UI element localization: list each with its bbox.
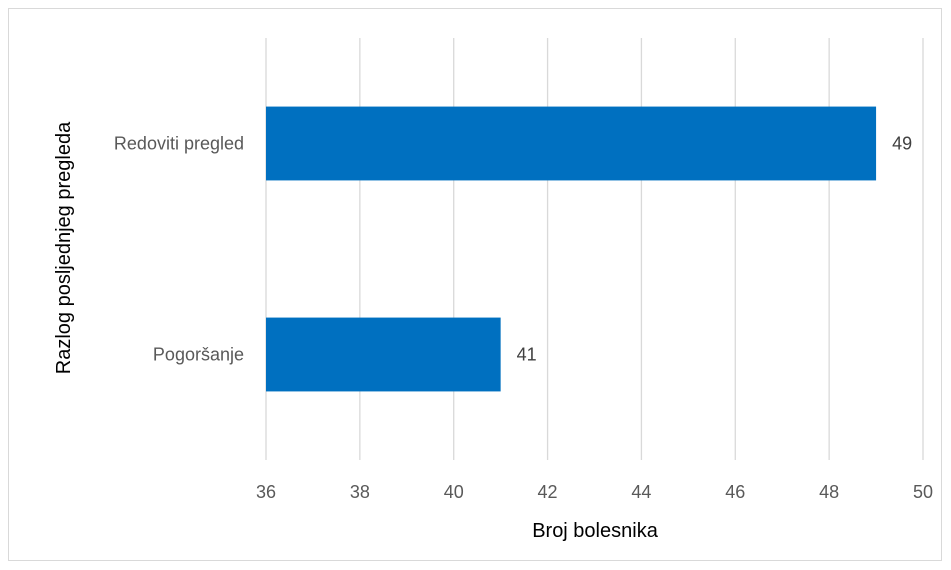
gridlines [265, 38, 924, 460]
data-label: 41 [517, 345, 537, 365]
x-tick-labels: 36 38 40 42 44 46 48 50 [256, 482, 933, 502]
x-axis-title: Broj bolesnika [532, 520, 659, 542]
x-tick-label: 38 [350, 482, 370, 502]
x-tick-label: 48 [819, 482, 839, 502]
x-tick-label: 36 [256, 482, 276, 502]
chart-frame [8, 8, 942, 561]
data-labels: 41 49 [517, 134, 912, 365]
x-tick-label: 50 [913, 482, 933, 502]
bars [266, 106, 877, 392]
y-axis-title: Razlog posljednjeg pregleda [53, 121, 75, 374]
category-label: Redoviti pregled [114, 134, 244, 154]
x-tick-label: 44 [631, 482, 651, 502]
bar [266, 317, 501, 392]
bar [266, 106, 877, 181]
x-tick-label: 42 [538, 482, 558, 502]
category-label: Pogoršanje [153, 345, 244, 365]
x-tick-label: 46 [725, 482, 745, 502]
category-labels: Pogoršanje Redoviti pregled [114, 134, 244, 365]
data-label: 49 [892, 134, 912, 154]
x-tick-label: 40 [444, 482, 464, 502]
